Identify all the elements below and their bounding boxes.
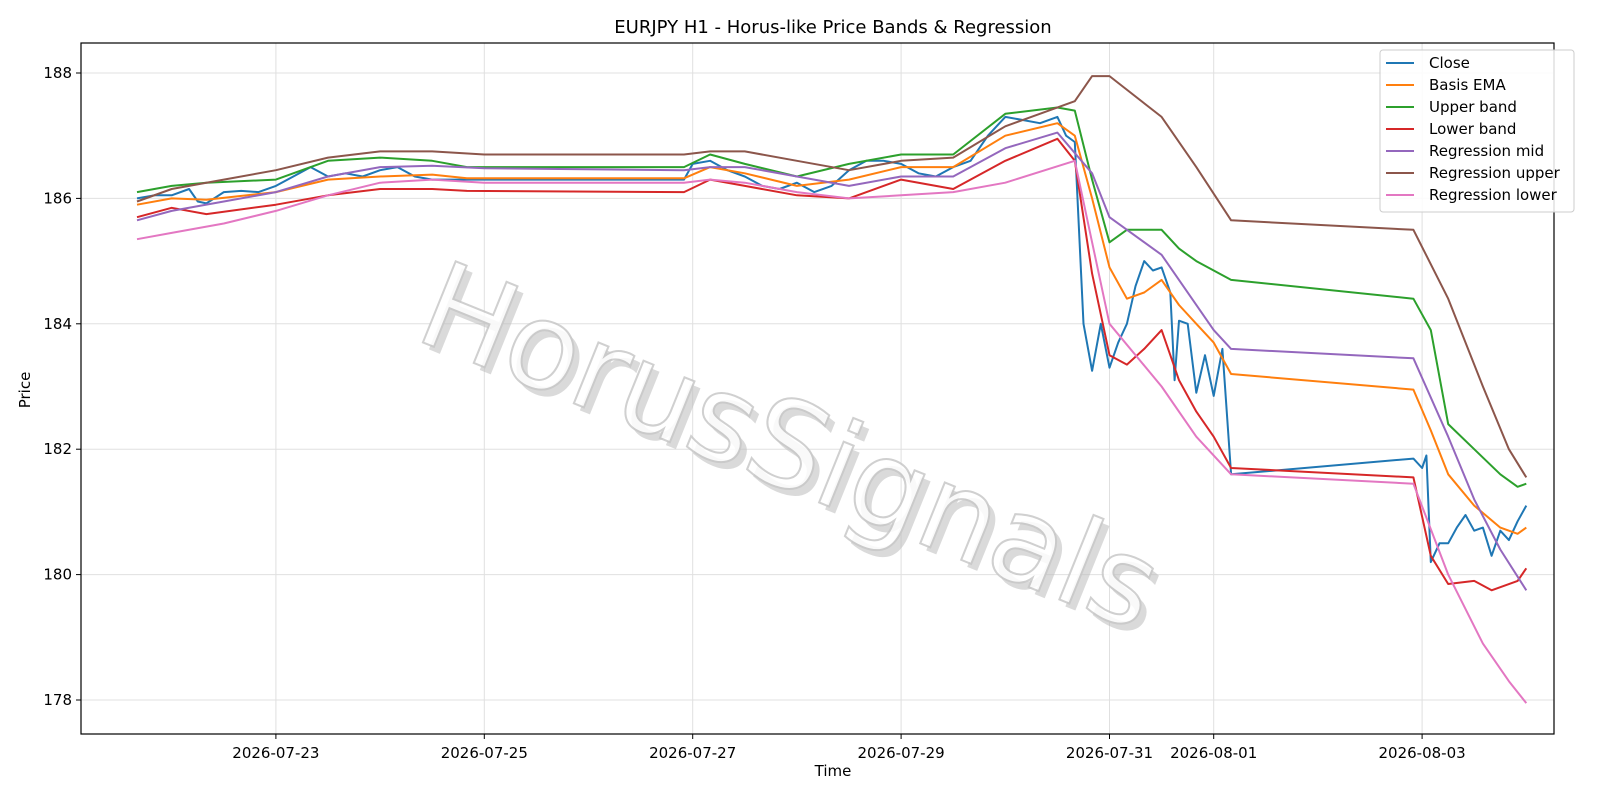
legend-label: Lower band <box>1429 120 1516 138</box>
legend-label: Close <box>1429 54 1470 72</box>
grid <box>81 43 1554 734</box>
series-line-regression-lower <box>136 159 1528 704</box>
plot-frame <box>80 42 1555 735</box>
x-tick-label: 2026-07-29 <box>858 744 945 762</box>
x-tick-label: 2026-07-23 <box>232 744 319 762</box>
legend-label: Upper band <box>1429 98 1517 116</box>
legend-label: Regression upper <box>1429 164 1561 182</box>
y-tick-label: 186 <box>43 189 72 207</box>
x-tick-label: 2026-08-03 <box>1379 744 1466 762</box>
series-line-lower-band <box>136 137 1528 592</box>
legend-label: Basis EMA <box>1429 76 1506 94</box>
x-tick-label: 2026-07-25 <box>441 744 528 762</box>
y-tick-label: 184 <box>43 315 72 333</box>
y-axis-title: Price <box>16 372 34 409</box>
x-tick-label: 2026-07-27 <box>649 744 736 762</box>
series-line-regression-upper <box>136 75 1528 478</box>
legend-label: Regression lower <box>1429 186 1558 204</box>
series-line-upper-band <box>136 106 1527 488</box>
series-lines <box>136 75 1528 704</box>
x-tick-label: 2026-08-01 <box>1170 744 1257 762</box>
legend: Close Basis EMA Upper band Lower band Regres… <box>1379 49 1575 213</box>
series-line-basis-ema <box>136 122 1527 535</box>
y-tick-label: 182 <box>43 440 72 458</box>
legend-label: Regression mid <box>1429 142 1544 160</box>
y-tick-label: 188 <box>43 64 72 82</box>
y-tick-label: 180 <box>43 566 72 584</box>
chart-title: EURJPY H1 - Horus-like Price Bands & Reg… <box>614 17 1051 38</box>
series-line-regression-mid <box>136 131 1528 591</box>
y-axis-ticks: 178 180 182 184 186 188 <box>43 64 81 709</box>
x-axis-ticks: 2026-07-23 2026-07-25 2026-07-27 2026-07-29… <box>232 734 1466 762</box>
x-tick-label: 2026-07-31 <box>1066 744 1153 762</box>
y-tick-label: 178 <box>43 691 72 709</box>
x-axis-title: Time <box>814 762 852 780</box>
legend-box <box>1379 49 1575 213</box>
